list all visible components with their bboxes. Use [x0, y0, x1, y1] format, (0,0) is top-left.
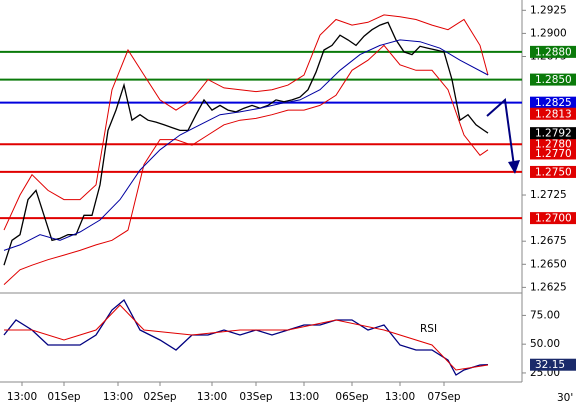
price-panel: 1.26251.26501.26751.27251.28751.29001.29… [0, 4, 567, 403]
series-line [3, 14, 489, 231]
y-tick-label: 1.2925 [530, 4, 567, 16]
x-tick-label: 07Sep [427, 391, 460, 403]
x-tick-label: 03Sep [239, 391, 272, 403]
level-box [530, 165, 576, 178]
y-tick-label: 1.2675 [530, 235, 567, 247]
rsi-label: RSI [420, 323, 437, 335]
x-tick-label: 13:00 [7, 391, 37, 403]
y-tick-label: 1.2650 [530, 258, 567, 270]
x-tick-label: 06Sep [335, 391, 368, 403]
x-tick-label: 13:00 [103, 391, 133, 403]
x-tick-label: 01Sep [47, 391, 80, 403]
level-label: 32.15 [535, 359, 565, 371]
y-tick-label: 50.00 [530, 338, 560, 350]
series-line [3, 39, 489, 251]
y-tick-label: 1.2625 [530, 281, 567, 293]
level-box [530, 127, 576, 140]
level-box [530, 96, 576, 109]
x-tick-label: 13:00 [385, 391, 415, 403]
level-box [530, 107, 576, 120]
y-tick-label: 1.2725 [530, 189, 567, 201]
level-label: 1.2880 [535, 46, 572, 58]
level-box [530, 212, 576, 225]
level-box [530, 358, 576, 371]
level-box [530, 45, 576, 58]
label-boxes: 1.28801.28501.28251.28131.27801.27701.27… [530, 45, 576, 371]
series-line [3, 21, 489, 266]
timeframe: 30' [557, 392, 573, 404]
forecast-arrow [486, 98, 515, 167]
level-label: 1.2850 [535, 74, 572, 86]
level-label: 1.2750 [535, 166, 572, 178]
y-tick-label: 1.2900 [530, 27, 567, 39]
arrow-head [508, 160, 520, 174]
y-tick-label: 75.00 [530, 309, 560, 321]
series-line [4, 304, 489, 371]
level-box [530, 73, 576, 86]
x-tick-label: 02Sep [143, 391, 176, 403]
level-box [530, 138, 576, 151]
level-box [530, 147, 576, 160]
x-tick-label: 13:00 [197, 391, 227, 403]
level-label: 1.2813 [535, 108, 572, 120]
level-label: 1.2825 [535, 97, 572, 109]
level-label: 1.2770 [535, 148, 572, 160]
series-line [3, 44, 489, 285]
level-label: 1.2792 [535, 128, 572, 140]
level-label: 1.2700 [535, 213, 572, 225]
x-tick-label: 13:00 [289, 391, 319, 403]
